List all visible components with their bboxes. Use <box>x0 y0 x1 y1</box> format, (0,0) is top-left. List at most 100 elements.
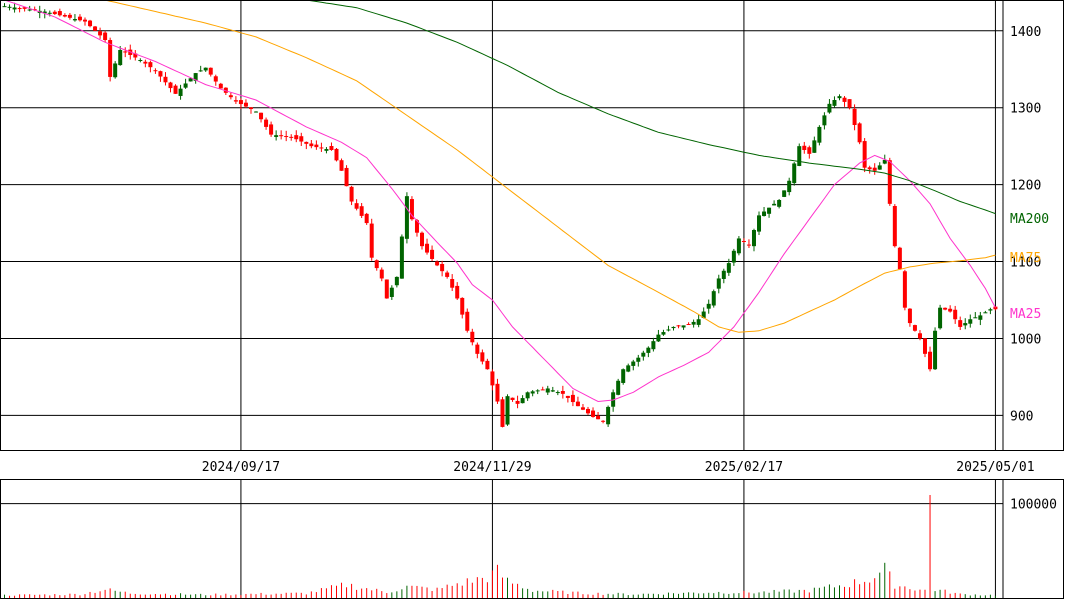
candle-body <box>671 326 676 329</box>
candle-body <box>892 206 897 247</box>
candle-body <box>777 200 782 207</box>
candle-body <box>163 76 168 83</box>
price-tick-label: 900 <box>1010 409 1033 424</box>
candle-body <box>98 31 103 36</box>
candle-body <box>651 341 656 350</box>
candle-body <box>550 390 555 392</box>
candle-body <box>178 88 183 96</box>
price-frame <box>0 0 1064 451</box>
candle-body <box>67 14 72 18</box>
candle-body <box>741 240 746 242</box>
candle-body <box>515 400 520 404</box>
candle-body <box>505 396 510 425</box>
candle-body <box>636 357 641 362</box>
date-tick-label: 2025/02/17 <box>705 460 783 475</box>
candle-body <box>435 261 440 266</box>
candle-body <box>807 147 812 154</box>
price-axis-ticks: 1400 1300 1200 1100 1000 900 <box>1010 25 1041 425</box>
candle-body <box>787 180 792 193</box>
candle-body <box>902 271 907 308</box>
legend-ma75: MA75 <box>1010 251 1041 266</box>
candle-body <box>963 323 968 326</box>
candle-body <box>852 108 857 125</box>
candle-body <box>218 83 223 89</box>
candle-body <box>77 16 82 21</box>
candle-body <box>907 308 912 324</box>
candle-body <box>359 206 364 216</box>
candle-body <box>545 388 550 393</box>
candle-body <box>118 50 123 66</box>
candle-body <box>72 19 77 21</box>
candle-body <box>978 315 983 320</box>
volume-axis-ticks: 100000 <box>1010 498 1057 513</box>
date-tick-label: 2024/11/29 <box>453 460 531 475</box>
candle-body <box>887 160 892 204</box>
price-tick-label: 1200 <box>1010 179 1041 194</box>
candle-body <box>208 67 213 75</box>
candle-body <box>958 320 963 327</box>
candle-body <box>62 14 67 17</box>
price-tick-label: 1000 <box>1010 332 1041 347</box>
candle-body <box>213 76 218 82</box>
legend-ma25: MA25 <box>1010 307 1041 322</box>
candle-body <box>530 391 535 394</box>
candle-body <box>279 135 284 137</box>
candle-body <box>445 272 450 277</box>
candle-body <box>349 186 354 202</box>
candle-body <box>465 311 470 331</box>
candle-body <box>168 82 173 89</box>
candle-body <box>736 238 741 254</box>
candle-body <box>7 6 12 8</box>
candle-body <box>490 371 495 386</box>
candle-body <box>580 407 585 410</box>
candle-body <box>782 190 787 197</box>
candle-body <box>495 383 500 402</box>
candle-body <box>912 325 917 331</box>
candle-body <box>143 61 148 64</box>
candle-body <box>897 247 902 270</box>
candle-body <box>948 308 953 312</box>
candle-body <box>243 102 248 107</box>
date-tick-label: 2024/09/17 <box>202 460 280 475</box>
price-tick-label: 1100 <box>1010 256 1041 271</box>
candle-body <box>746 244 751 246</box>
candle-body <box>701 311 706 318</box>
price-tick-label: 1400 <box>1010 25 1041 40</box>
candle-body <box>555 392 560 394</box>
candle-body <box>485 360 490 370</box>
candle-body <box>631 361 636 366</box>
candle-body <box>983 312 988 314</box>
candle-body <box>917 333 922 339</box>
candle-body <box>264 119 269 127</box>
candle-body <box>57 11 62 16</box>
candle-body <box>867 167 872 170</box>
candle-body <box>641 352 646 357</box>
candle-body <box>304 141 309 144</box>
moving-average-lines <box>4 0 996 403</box>
candle-body <box>329 146 334 150</box>
candle-body <box>354 203 359 209</box>
candle-body <box>2 6 7 8</box>
volume-panel <box>0 480 1003 598</box>
candle-body <box>540 389 545 391</box>
candle-body <box>113 63 118 78</box>
candle-body <box>575 401 580 407</box>
candle-body <box>384 279 389 299</box>
candle-body <box>269 124 274 135</box>
candle-body <box>364 213 369 224</box>
candle-body <box>797 146 802 166</box>
candle-body <box>565 395 570 398</box>
candle-body <box>928 351 933 370</box>
candle-body <box>374 260 379 269</box>
candle-body <box>238 100 243 105</box>
candle-body <box>837 96 842 99</box>
candle-body <box>389 287 394 297</box>
legend-ma200: MA200 <box>1010 212 1049 227</box>
candle-body <box>299 136 304 142</box>
candle-body <box>193 73 198 81</box>
candle-body <box>108 40 113 77</box>
candle-body <box>47 12 52 14</box>
candle-body <box>877 165 882 170</box>
candle-body <box>862 141 867 168</box>
